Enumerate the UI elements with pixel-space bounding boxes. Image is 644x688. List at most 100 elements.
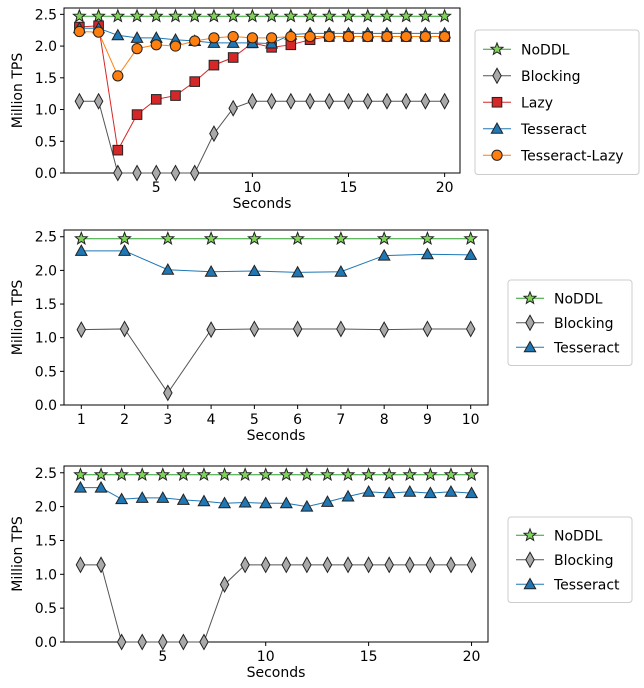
data-point <box>74 244 88 256</box>
data-point <box>187 8 203 23</box>
data-point <box>300 499 314 512</box>
data-point <box>321 8 337 23</box>
data-point <box>148 8 164 23</box>
data-point <box>217 496 232 509</box>
data-point <box>259 496 273 509</box>
data-point <box>258 467 274 482</box>
data-point <box>91 8 106 23</box>
series-tesseract <box>72 21 452 49</box>
legend-item: NoDDL <box>483 41 570 58</box>
data-point <box>444 484 458 497</box>
data-point <box>176 493 190 505</box>
legend-label: NoDDL <box>554 528 603 544</box>
data-point <box>360 8 376 23</box>
data-point <box>226 36 240 48</box>
data-point <box>204 265 218 277</box>
y-axis-label: Million TPS <box>10 516 26 592</box>
x-axis-label: Seconds <box>247 428 306 444</box>
data-point <box>423 467 438 482</box>
legend-marker <box>492 67 502 85</box>
x-tick-label: 5 <box>250 412 259 428</box>
data-point <box>266 92 277 110</box>
data-point <box>379 321 389 339</box>
data-point <box>72 8 87 23</box>
data-point <box>382 92 392 110</box>
data-point <box>203 231 219 245</box>
legend-marker <box>522 290 538 305</box>
data-point <box>401 92 411 110</box>
data-point <box>129 8 145 23</box>
x-tick-label: 15 <box>340 180 358 196</box>
data-point <box>150 39 162 51</box>
y-tick-label: 0.5 <box>35 134 57 150</box>
data-point <box>118 244 132 256</box>
data-point <box>405 556 415 574</box>
data-point <box>446 556 456 574</box>
data-point <box>247 264 261 277</box>
y-tick-label: 2.0 <box>35 500 57 516</box>
legend-marker <box>525 314 535 332</box>
data-point <box>260 556 271 574</box>
data-point <box>437 8 452 23</box>
series-lazy <box>74 20 450 156</box>
legend-item: Blocking <box>483 67 581 85</box>
data-point <box>343 556 353 574</box>
data-point <box>334 265 348 277</box>
data-point <box>302 8 318 23</box>
data-point <box>286 92 296 110</box>
legend-item: Tesseract <box>516 340 620 356</box>
data-point <box>299 467 315 482</box>
data-point <box>246 32 258 44</box>
data-point <box>420 247 434 260</box>
data-point <box>131 109 143 120</box>
legend-marker <box>523 340 537 353</box>
legend-item: Lazy <box>483 95 553 111</box>
series-tesseract <box>74 244 478 278</box>
y-tick-label: 2.5 <box>35 230 57 246</box>
data-point <box>245 8 260 23</box>
data-point <box>74 92 85 110</box>
x-tick-label: 15 <box>360 649 378 665</box>
legend-marker <box>491 149 503 161</box>
data-point <box>400 30 412 43</box>
data-point <box>209 125 219 143</box>
data-point <box>116 633 127 651</box>
legend-label: Blocking <box>554 316 614 332</box>
y-tick-label: 0.0 <box>35 166 57 182</box>
legend-marker <box>523 577 537 590</box>
legend-box <box>507 279 633 366</box>
y-axis-label: Million TPS <box>10 280 26 356</box>
y-tick-label: 2.5 <box>35 7 57 23</box>
data-point <box>249 320 260 338</box>
data-point <box>247 92 258 110</box>
x-tick-label: 8 <box>380 412 389 428</box>
data-point <box>238 495 252 508</box>
x-tick-label: 9 <box>423 412 432 428</box>
legend-marker <box>522 527 538 542</box>
x-tick-label: 20 <box>436 180 454 196</box>
legend-label: Tesseract <box>520 122 587 138</box>
data-point <box>117 231 132 245</box>
legend-item: Tesseract <box>516 577 620 593</box>
data-point <box>266 32 278 44</box>
series-noddl <box>73 467 479 482</box>
data-point <box>93 467 109 482</box>
data-point <box>114 467 129 482</box>
data-point <box>341 8 356 23</box>
legend-label: Lazy <box>521 95 553 111</box>
data-point <box>342 30 355 43</box>
data-point <box>96 556 106 574</box>
data-point <box>75 556 86 574</box>
x-tick-label: 5 <box>152 180 161 196</box>
y-tick-label: 0.0 <box>35 635 57 651</box>
data-point <box>208 32 220 44</box>
data-point <box>73 231 89 245</box>
x-tick-label: 4 <box>207 412 216 428</box>
y-axis-label: Million TPS <box>10 53 26 129</box>
x-tick-label: 7 <box>336 412 345 428</box>
y-tick-label: 1.5 <box>35 71 57 87</box>
data-point <box>381 467 397 482</box>
data-point <box>131 43 143 55</box>
legend-label: Blocking <box>521 69 581 85</box>
